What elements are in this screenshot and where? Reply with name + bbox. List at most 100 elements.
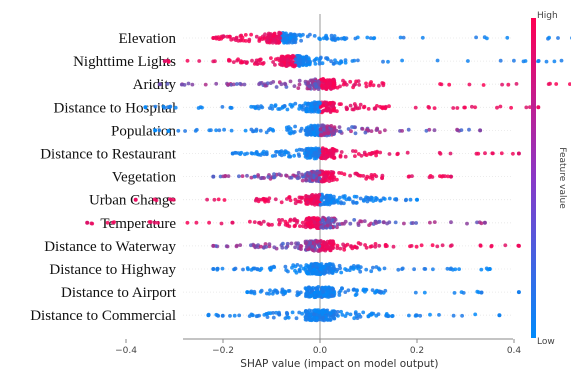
shap-point xyxy=(222,127,227,132)
feature-label: Distance to Airport xyxy=(61,285,177,301)
shap-point xyxy=(352,316,357,321)
shap-point xyxy=(214,81,219,86)
shap-point xyxy=(212,197,217,202)
shap-point xyxy=(318,203,323,207)
shap-point xyxy=(303,101,308,106)
shap-point xyxy=(218,174,223,179)
shap-point xyxy=(315,194,319,199)
shap-point xyxy=(306,81,310,86)
shap-point xyxy=(438,151,443,156)
shap-point xyxy=(274,85,279,89)
shap-point xyxy=(281,55,286,59)
shap-point xyxy=(256,173,260,177)
shap-point xyxy=(268,267,273,271)
shap-point xyxy=(406,174,411,179)
shap-point xyxy=(259,288,264,293)
shap-point xyxy=(185,58,190,63)
shap-point xyxy=(381,220,386,225)
shap-point xyxy=(304,270,309,274)
shap-point xyxy=(265,291,269,296)
shap-point xyxy=(288,35,293,40)
shap-point xyxy=(252,220,257,225)
shap-point xyxy=(264,151,269,156)
shap-point xyxy=(353,131,358,136)
shap-point xyxy=(222,198,227,202)
shap-point xyxy=(422,267,427,271)
shap-point xyxy=(200,105,204,110)
shap-point xyxy=(215,266,220,271)
shap-point xyxy=(296,241,300,246)
shap-point xyxy=(316,221,320,225)
shap-point xyxy=(485,36,489,41)
shap-point xyxy=(152,220,157,225)
shap-point xyxy=(226,82,231,87)
shap-point xyxy=(334,313,339,317)
shap-point xyxy=(414,244,419,249)
shap-point xyxy=(289,241,294,246)
shap-point xyxy=(353,149,358,154)
shap-point xyxy=(326,216,331,221)
shap-point xyxy=(345,311,349,316)
shap-point xyxy=(332,128,336,133)
shap-point xyxy=(401,35,406,40)
shap-point xyxy=(432,220,437,225)
shap-point xyxy=(467,127,471,132)
shap-point xyxy=(505,35,510,40)
feature-label: Vegetation xyxy=(112,170,177,186)
shap-point xyxy=(353,125,357,130)
shap-point xyxy=(376,220,381,225)
shap-point xyxy=(320,61,325,66)
shap-point xyxy=(262,176,266,180)
shap-point xyxy=(369,151,374,156)
shap-point xyxy=(373,150,377,155)
shap-point xyxy=(419,243,424,248)
shap-point xyxy=(358,269,363,274)
shap-point xyxy=(323,270,328,275)
shap-point xyxy=(243,128,248,133)
shap-point xyxy=(364,245,369,250)
shap-point xyxy=(331,177,336,182)
shap-point xyxy=(438,174,442,179)
shap-point xyxy=(455,127,459,132)
shap-point xyxy=(298,58,303,62)
shap-point xyxy=(309,175,313,179)
shap-point xyxy=(284,174,289,178)
shap-point xyxy=(297,107,302,111)
shap-point xyxy=(297,292,301,296)
shap-point xyxy=(350,125,354,129)
shap-point xyxy=(357,106,362,110)
shap-point xyxy=(277,172,282,177)
shap-point xyxy=(287,195,291,200)
shap-point xyxy=(259,266,264,271)
shap-point xyxy=(307,216,311,220)
shap-point xyxy=(266,175,271,179)
shap-point xyxy=(288,126,293,131)
shap-point xyxy=(312,58,317,63)
shap-point xyxy=(356,152,361,156)
shap-point xyxy=(390,314,395,318)
shap-point xyxy=(250,58,254,63)
shap-point xyxy=(321,315,326,320)
shap-point xyxy=(310,245,315,249)
shap-point xyxy=(331,315,336,320)
shap-point xyxy=(372,173,377,177)
shap-point xyxy=(298,34,303,38)
feature-label: Distance to Commercial xyxy=(30,308,176,324)
shap-point xyxy=(280,245,285,250)
shap-point xyxy=(292,130,297,134)
shap-point xyxy=(335,246,340,251)
shap-point xyxy=(294,37,298,42)
shap-point xyxy=(277,312,281,316)
shap-point xyxy=(297,154,302,158)
shap-point xyxy=(438,82,442,86)
shap-point xyxy=(339,171,344,176)
shap-point xyxy=(432,106,437,110)
shap-point xyxy=(276,56,280,61)
shap-point xyxy=(285,107,290,112)
shap-point xyxy=(282,150,286,155)
shap-point xyxy=(393,220,398,225)
shap-point xyxy=(350,59,355,63)
shap-point xyxy=(231,82,236,87)
shap-point xyxy=(90,221,95,226)
shap-point xyxy=(364,267,369,272)
